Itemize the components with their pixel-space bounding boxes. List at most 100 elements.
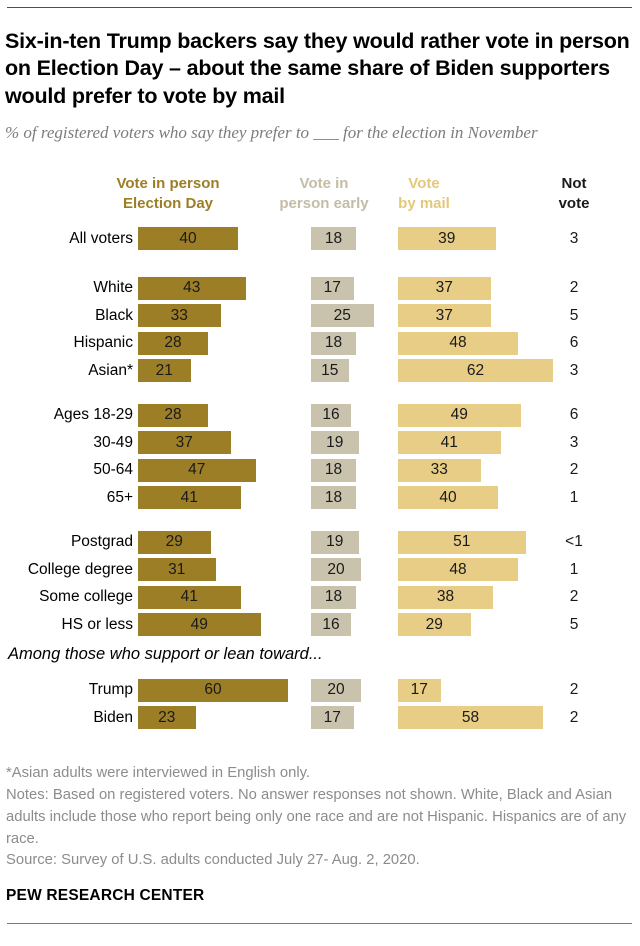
col-header-line: vote bbox=[558, 194, 590, 212]
row-label: College degree bbox=[27, 560, 133, 578]
bar-value-label: 40 bbox=[439, 488, 457, 506]
bar-value-label: 41 bbox=[180, 588, 198, 606]
bar-vote-by-mail: 62 bbox=[398, 359, 553, 383]
row-label: 65+ bbox=[106, 488, 133, 506]
methodology-note: Notes: Based on registered voters. No an… bbox=[6, 787, 627, 847]
bar-vote-in-person-early: 19 bbox=[311, 431, 359, 455]
bar-value-label: 25 bbox=[333, 306, 351, 324]
bar-value-label: 37 bbox=[435, 279, 453, 297]
bar-value-label: 21 bbox=[155, 361, 173, 379]
bar-vote-in-person-election-day: 49 bbox=[138, 613, 261, 637]
page-title: Six-in-ten Trump backers say they would … bbox=[5, 29, 630, 108]
bar-vote-by-mail: 39 bbox=[398, 227, 496, 251]
bar-vote-by-mail: 48 bbox=[398, 558, 518, 582]
bar-value-label: 58 bbox=[461, 708, 480, 726]
col-header-line: Vote bbox=[408, 174, 440, 192]
col-header-vote-by-mail: Vote by mail bbox=[364, 174, 484, 214]
bar-value-label: 62 bbox=[466, 361, 485, 379]
not-vote-value: 6 bbox=[569, 406, 579, 424]
bar-vote-by-mail: 58 bbox=[398, 706, 543, 730]
bar-value-label: 48 bbox=[449, 560, 467, 578]
bar-vote-in-person-early: 20 bbox=[311, 678, 361, 702]
grouped-bar-chart: Vote in person Election Day Vote in person… bbox=[0, 174, 640, 732]
bar-vote-in-person-election-day: 31 bbox=[138, 558, 216, 582]
bar-value-label: 39 bbox=[438, 229, 456, 247]
row-label: Trump bbox=[88, 681, 133, 699]
col-header-line: Not bbox=[561, 174, 587, 192]
bar-vote-in-person-early: 15 bbox=[311, 359, 349, 383]
row-label: 30-49 bbox=[93, 433, 133, 451]
bar-value-label: 20 bbox=[327, 681, 345, 699]
bar-value-label: 28 bbox=[164, 334, 182, 352]
bar-value-label: 33 bbox=[170, 306, 188, 324]
not-vote-value: 3 bbox=[569, 433, 579, 451]
not-vote-value: <1 bbox=[565, 533, 583, 551]
bar-vote-in-person-election-day: 33 bbox=[138, 304, 221, 328]
bar-vote-in-person-election-day: 43 bbox=[138, 276, 246, 300]
bar-vote-in-person-early: 18 bbox=[311, 585, 356, 609]
not-vote-value: 5 bbox=[569, 615, 579, 633]
not-vote-value: 2 bbox=[569, 681, 579, 699]
bar-vote-by-mail: 41 bbox=[398, 431, 501, 455]
bar-vote-by-mail: 33 bbox=[398, 458, 481, 482]
chart-subtitle: % of registered voters who say they pref… bbox=[5, 122, 538, 142]
chart-row: Ages 18-29 28 16 49 6 bbox=[0, 401, 640, 429]
bar-vote-in-person-election-day: 21 bbox=[138, 359, 191, 383]
row-label: Postgrad bbox=[70, 533, 133, 551]
bar-value-label: 43 bbox=[183, 279, 201, 297]
col-header-vote-in-person-early: Vote in person early bbox=[254, 174, 394, 214]
row-label: All voters bbox=[69, 229, 133, 247]
row-label: Ages 18-29 bbox=[53, 406, 133, 424]
bar-value-label: 18 bbox=[324, 588, 343, 606]
not-vote-value: 5 bbox=[569, 306, 579, 324]
bar-vote-in-person-election-day: 41 bbox=[138, 585, 241, 609]
bar-value-label: 28 bbox=[164, 406, 182, 424]
bar-value-label: 19 bbox=[326, 433, 344, 451]
bar-vote-by-mail: 37 bbox=[398, 304, 491, 328]
not-vote-value: 2 bbox=[569, 588, 579, 606]
bar-vote-by-mail: 17 bbox=[398, 678, 441, 702]
row-label: Asian* bbox=[88, 361, 133, 379]
bar-vote-in-person-election-day: 47 bbox=[138, 458, 256, 482]
group-spacer bbox=[0, 638, 640, 645]
group-spacer bbox=[0, 511, 640, 528]
bar-value-label: 18 bbox=[324, 488, 343, 506]
col-header-line: Vote in person bbox=[116, 174, 220, 192]
bar-vote-in-person-election-day: 23 bbox=[138, 706, 196, 730]
not-vote-value: 2 bbox=[569, 279, 579, 297]
col-header-line: person early bbox=[279, 194, 369, 212]
row-label: Black bbox=[95, 306, 133, 324]
col-header-not-vote: Not vote bbox=[534, 174, 614, 214]
bar-vote-in-person-election-day: 40 bbox=[138, 227, 238, 251]
bar-value-label: 31 bbox=[168, 560, 186, 578]
row-label: Hispanic bbox=[73, 334, 133, 352]
row-label: 50-64 bbox=[93, 461, 133, 479]
bar-value-label: 37 bbox=[175, 433, 193, 451]
bar-value-label: 41 bbox=[440, 433, 458, 451]
col-header-line: Election Day bbox=[122, 194, 214, 212]
bar-value-label: 51 bbox=[453, 533, 471, 551]
bar-vote-by-mail: 37 bbox=[398, 276, 491, 300]
bar-vote-in-person-election-day: 29 bbox=[138, 530, 211, 554]
col-header-line: Vote in bbox=[299, 174, 349, 192]
bar-vote-in-person-early: 20 bbox=[311, 558, 361, 582]
bar-value-label: 17 bbox=[323, 279, 341, 297]
bar-value-label: 16 bbox=[322, 406, 340, 424]
chart-row: Trump 60 20 17 2 bbox=[0, 676, 640, 704]
bar-value-label: 48 bbox=[449, 334, 467, 352]
group-spacer bbox=[0, 252, 640, 274]
group-section-label: Among those who support or lean toward..… bbox=[8, 645, 323, 664]
bar-value-label: 40 bbox=[179, 229, 197, 247]
bar-value-label: 19 bbox=[326, 533, 344, 551]
chart-row: Postgrad 29 19 51 <1 bbox=[0, 528, 640, 556]
footnote-asian: *Asian adults were interviewed in Englis… bbox=[6, 765, 311, 782]
bar-value-label: 20 bbox=[327, 560, 345, 578]
bar-vote-in-person-election-day: 37 bbox=[138, 431, 231, 455]
bar-value-label: 49 bbox=[190, 615, 208, 633]
bar-vote-by-mail: 51 bbox=[398, 530, 526, 554]
bar-value-label: 37 bbox=[435, 306, 453, 324]
not-vote-value: 1 bbox=[569, 488, 579, 506]
bar-vote-in-person-early: 18 bbox=[311, 458, 356, 482]
bar-value-label: 18 bbox=[324, 229, 343, 247]
not-vote-value: 3 bbox=[569, 361, 579, 379]
